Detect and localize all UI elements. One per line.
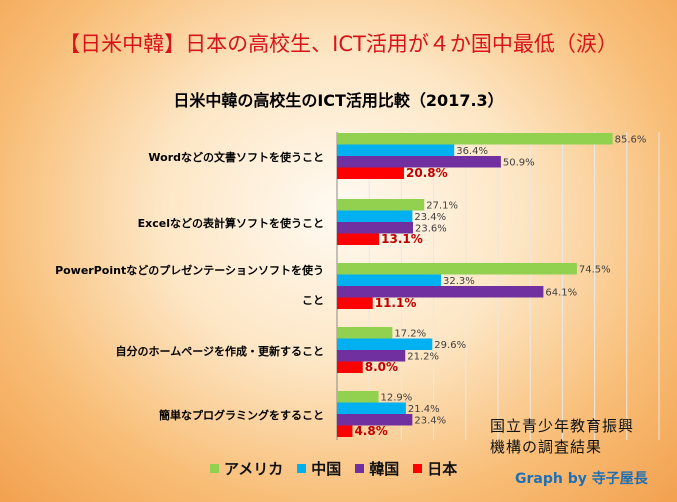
data-label: 50.9% [503, 158, 535, 169]
bar [337, 286, 544, 298]
legend-item: 日本 [413, 458, 457, 479]
data-label: 32.3% [443, 276, 475, 287]
data-label: 23.4% [414, 416, 446, 427]
legend-label: 韓国 [369, 460, 400, 478]
data-label: 27.1% [426, 201, 458, 212]
source-note-line-1: 国立青少年教育振興 [490, 417, 635, 435]
data-label: 29.6% [434, 340, 466, 351]
data-label: 21.4% [408, 404, 440, 415]
data-label: 64.1% [545, 288, 577, 299]
data-label: 8.0% [365, 360, 398, 374]
chart-title: 日米中韓の高校生のICT活用比較（2017.3） [173, 91, 504, 110]
page-title: 【日米中韓】日本の高校生、ICT活用が４か国中最低（涙） [59, 32, 618, 56]
data-label: 85.6% [615, 135, 647, 146]
category-label: こと [302, 294, 324, 307]
legend-item: 韓国 [355, 458, 399, 479]
data-label: 17.2% [394, 329, 426, 340]
category-label: PowerPointなどのプレゼンテーションソフトを使う [55, 263, 324, 277]
legend-label: 日本 [427, 460, 458, 478]
legend-item: 中国 [297, 458, 341, 479]
legend-swatch [355, 464, 365, 473]
bar [337, 402, 406, 414]
bar [337, 361, 363, 373]
category-label: 簡単なプログラミングをすること [159, 408, 324, 422]
legend: アメリカ 中国 韓国 日本 [210, 458, 457, 479]
credit: Graph by 寺子屋長 [515, 471, 648, 487]
source-note-line-2: 機構の調査結果 [490, 438, 603, 456]
data-label: 74.5% [579, 265, 611, 276]
bar [337, 133, 613, 145]
legend-label: アメリカ [224, 460, 284, 478]
bar [337, 425, 353, 437]
bar [337, 391, 379, 403]
bar [337, 167, 404, 179]
legend-label: 中国 [311, 460, 342, 478]
legend-item: アメリカ [210, 458, 283, 479]
bar [337, 350, 406, 362]
bar [337, 274, 442, 286]
data-label: 20.8% [406, 166, 448, 180]
source-note: 国立青少年教育振興 機構の調査結果 [490, 416, 650, 458]
category-label: Excelなどの表計算ソフトを使うこと [138, 216, 324, 230]
data-label: 4.8% [354, 424, 387, 438]
legend-swatch [297, 464, 307, 473]
data-label: 36.4% [456, 146, 488, 157]
bar [337, 222, 413, 234]
bar [337, 263, 577, 275]
category-label: Wordなどの文書ソフトを使うこと [148, 150, 324, 164]
bar [337, 199, 425, 211]
legend-swatch [413, 464, 423, 473]
bar [337, 144, 455, 156]
legend-swatch [210, 464, 219, 473]
data-label: 23.4% [414, 212, 446, 223]
bar [337, 297, 373, 309]
bar [337, 233, 380, 245]
bar [337, 156, 501, 168]
bar [337, 338, 433, 350]
data-label: 12.9% [381, 393, 413, 404]
bar [337, 414, 413, 426]
data-label: 13.1% [381, 232, 423, 246]
bar [337, 327, 393, 339]
data-label: 21.2% [407, 352, 439, 363]
data-label: 11.1% [375, 296, 417, 310]
data-label: 23.6% [415, 224, 447, 235]
bar [337, 210, 413, 222]
category-label: 自分のホームページを作成・更新すること [116, 344, 324, 358]
